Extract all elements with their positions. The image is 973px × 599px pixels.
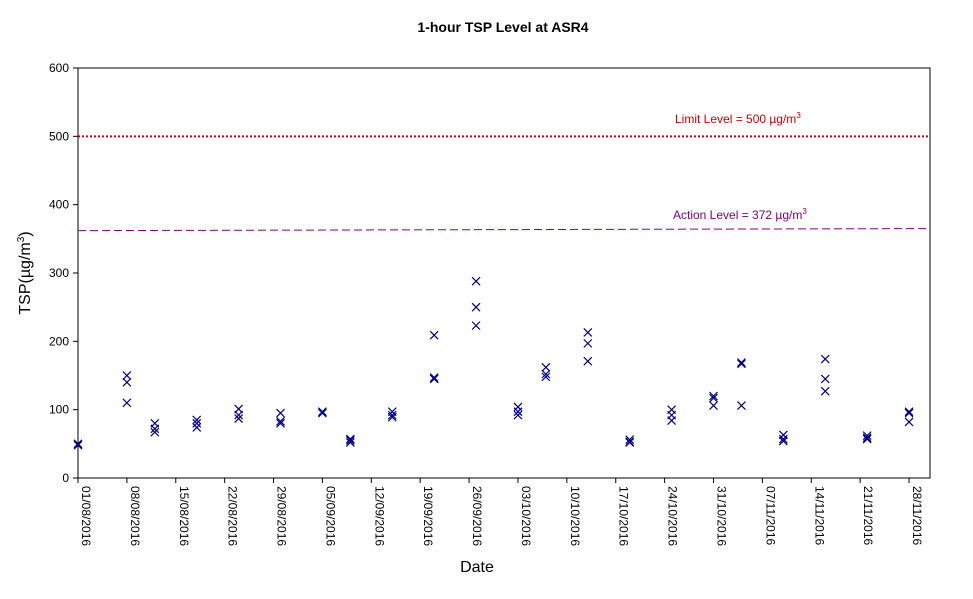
data-point xyxy=(625,435,635,445)
data-point xyxy=(862,434,872,444)
y-tick-label: 600 xyxy=(49,61,69,75)
data-point xyxy=(904,407,914,417)
data-point xyxy=(737,401,746,410)
y-tick-label: 500 xyxy=(49,129,69,143)
data-point xyxy=(583,338,593,348)
x-tick-label: 29/08/2016 xyxy=(275,486,289,546)
data-point xyxy=(318,407,327,417)
limit-level-label: Limit Level = 500 µg/m3 xyxy=(675,111,801,126)
data-point xyxy=(345,435,355,445)
data-point xyxy=(709,391,718,401)
x-axis-label: Date xyxy=(460,559,494,576)
action-level-label-text: Action Level = 372 µg/m xyxy=(673,208,802,222)
x-tick-label: 19/09/2016 xyxy=(421,486,435,546)
data-point xyxy=(429,373,439,382)
x-tick-label: 26/09/2016 xyxy=(470,486,484,546)
data-point xyxy=(276,416,285,426)
data-point xyxy=(513,410,523,420)
x-axis: 01/08/2016 08/08/2016 15/08/2016 22/08/2016… xyxy=(77,478,924,546)
data-point xyxy=(667,416,677,426)
y-axis-label-text: TSP(µg/m xyxy=(17,242,34,314)
x-tick-label: 08/08/2016 xyxy=(128,486,142,546)
x-tick-label: 28/11/2016 xyxy=(910,486,924,545)
plot-area xyxy=(77,67,931,479)
y-tick-label: 400 xyxy=(49,198,69,212)
y-tick-label: 300 xyxy=(49,266,69,280)
data-points xyxy=(73,276,914,450)
data-point xyxy=(276,408,285,418)
data-point xyxy=(625,438,635,447)
action-level-label-sup: 3 xyxy=(802,207,807,216)
x-tick-label: 05/09/2016 xyxy=(323,486,337,546)
data-point xyxy=(150,427,160,437)
x-tick-label: 24/10/2016 xyxy=(666,486,680,546)
data-point xyxy=(387,412,397,422)
data-point xyxy=(709,401,718,410)
data-point xyxy=(737,358,746,367)
data-point xyxy=(429,374,439,384)
data-point xyxy=(234,414,244,423)
y-axis: 0 100 200 300 400 500 600 xyxy=(49,61,78,485)
x-tick-label: 15/08/2016 xyxy=(177,486,191,546)
data-point xyxy=(73,440,83,450)
x-tick-label: 10/10/2016 xyxy=(568,486,582,546)
x-tick-label: 01/08/2016 xyxy=(79,486,93,546)
y-axis-label-sup: 3 xyxy=(16,236,27,242)
data-point xyxy=(429,330,439,340)
data-point xyxy=(150,424,160,434)
x-tick-label: 22/08/2016 xyxy=(226,486,240,546)
data-point xyxy=(862,433,872,443)
data-point xyxy=(513,407,523,417)
data-point xyxy=(904,417,914,427)
data-point xyxy=(192,418,202,428)
x-tick-label: 07/11/2016 xyxy=(763,486,777,545)
data-point xyxy=(471,302,481,312)
data-point xyxy=(471,321,481,331)
y-tick-label: 0 xyxy=(62,471,69,485)
data-point xyxy=(778,436,788,446)
data-point xyxy=(541,372,551,382)
x-tick-label: 21/11/2016 xyxy=(861,486,875,545)
action-level-label: Action Level = 372 µg/m3 xyxy=(673,207,807,222)
data-point xyxy=(192,415,202,425)
y-tick-label: 100 xyxy=(49,403,69,417)
data-point xyxy=(820,354,830,364)
action-level-line xyxy=(77,228,931,232)
data-point xyxy=(122,371,132,380)
data-point xyxy=(583,328,593,337)
x-tick-label: 03/10/2016 xyxy=(519,486,533,546)
data-point xyxy=(192,423,202,432)
x-tick-label: 17/10/2016 xyxy=(617,486,631,546)
data-point xyxy=(345,438,355,447)
data-point xyxy=(820,374,830,384)
y-tick-label: 200 xyxy=(49,334,69,348)
data-point xyxy=(318,408,327,418)
y-axis-label: TSP(µg/m3) xyxy=(16,231,34,314)
data-point xyxy=(541,369,551,379)
data-point xyxy=(778,434,788,444)
data-point xyxy=(234,410,244,420)
x-tick-label: 14/11/2016 xyxy=(812,486,826,545)
x-tick-label: 31/10/2016 xyxy=(715,486,729,546)
y-axis-label-tail: ) xyxy=(17,231,34,236)
limit-level-label-text: Limit Level = 500 µg/m xyxy=(675,112,796,126)
data-point xyxy=(122,377,132,387)
data-point xyxy=(709,393,718,403)
data-point xyxy=(904,408,914,418)
data-point xyxy=(541,362,551,372)
data-point xyxy=(471,276,481,286)
data-point xyxy=(276,418,285,428)
data-point xyxy=(122,398,132,408)
data-point xyxy=(583,356,593,366)
chart-title: 1-hour TSP Level at ASR4 xyxy=(417,19,588,35)
data-point xyxy=(345,434,355,444)
x-tick-label: 12/09/2016 xyxy=(372,486,386,546)
limit-level-label-sup: 3 xyxy=(796,111,801,120)
data-point xyxy=(387,410,397,420)
data-point xyxy=(820,386,830,396)
data-point xyxy=(737,359,746,369)
data-point xyxy=(862,431,872,441)
data-point xyxy=(73,439,83,449)
